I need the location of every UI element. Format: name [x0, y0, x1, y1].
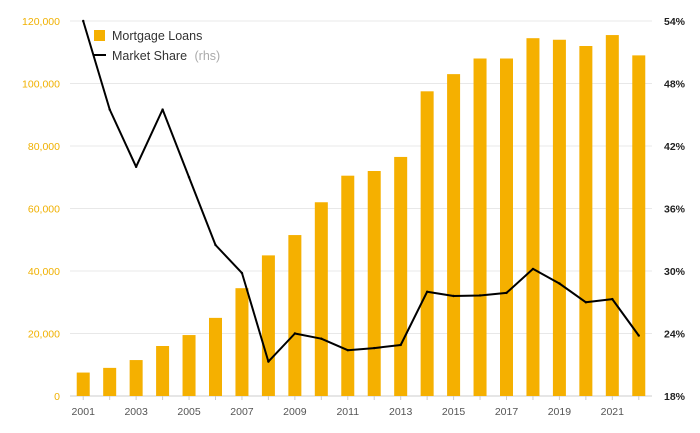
x-tick-label: 2021	[601, 406, 625, 418]
legend-label-mortgage-loans: Mortgage Loans	[112, 29, 202, 43]
x-tick-label: 2009	[283, 406, 307, 418]
bar	[103, 367, 117, 396]
line-point	[82, 19, 85, 23]
bar	[447, 74, 461, 396]
line-point	[267, 360, 270, 363]
y-left-tick-label: 80,000	[28, 141, 60, 153]
line-point	[293, 332, 297, 335]
bar	[182, 335, 196, 396]
bar	[552, 39, 566, 396]
bar	[261, 255, 275, 396]
line-point	[452, 294, 455, 298]
y-left-tick-label: 20,000	[28, 329, 60, 341]
x-axis: 2001 2003 2005 2007 2009 2011 2013 2015 2017 2019…	[72, 396, 640, 418]
market-share-line	[82, 20, 640, 363]
legend-label-market-share: Market Share	[112, 49, 187, 63]
right-axis: 18% 24% 30% 36% 42% 48% 54%	[664, 16, 686, 403]
bar	[605, 35, 619, 396]
bar	[341, 175, 355, 396]
line-point	[505, 291, 508, 295]
x-tick-label: 2015	[442, 406, 466, 418]
y-left-tick-label: 100,000	[22, 79, 60, 91]
line-point	[373, 346, 376, 350]
bar	[209, 317, 222, 396]
line-point	[161, 108, 164, 111]
bar-series-mortgage-loans	[76, 35, 646, 396]
line-point	[478, 294, 482, 297]
line-point	[320, 337, 323, 340]
bar	[288, 235, 302, 396]
x-tick-label: 2005	[177, 406, 201, 418]
left-axis: 0 20,000 40,000 60,000 80,000 100,000 120,000	[22, 16, 60, 403]
y-right-tick-label: 30%	[664, 266, 686, 278]
y-right-tick-label: 54%	[664, 16, 686, 28]
line-point	[399, 343, 402, 347]
x-tick-label: 2017	[495, 406, 519, 418]
bar	[579, 46, 593, 396]
bar	[526, 38, 540, 396]
line-series-market-share	[82, 19, 640, 363]
x-tick-label: 2013	[389, 406, 413, 418]
bar	[367, 171, 381, 396]
x-tick-label: 2011	[336, 406, 359, 418]
x-tick-label: 2003	[124, 406, 148, 418]
x-tick-label: 2007	[230, 406, 254, 418]
y-left-tick-label: 0	[54, 391, 60, 403]
x-tick-label: 2019	[548, 406, 572, 418]
bar	[156, 346, 170, 396]
line-point	[134, 165, 138, 169]
line-point	[108, 108, 111, 111]
line-point	[637, 334, 640, 337]
line-point	[531, 267, 535, 271]
x-tick-label: 2001	[72, 406, 96, 418]
y-left-tick-label: 40,000	[28, 266, 60, 278]
legend-swatch-mortgage-loans	[94, 30, 105, 41]
legend: Mortgage Loans Market Share (rhs)	[94, 29, 220, 63]
line-point	[240, 271, 244, 275]
bar	[420, 91, 434, 396]
gridlines	[70, 20, 652, 397]
line-point	[584, 301, 588, 304]
y-right-tick-label: 48%	[664, 79, 686, 91]
y-left-tick-label: 60,000	[28, 204, 60, 216]
bar	[235, 288, 249, 396]
y-left-tick-label: 120,000	[22, 16, 60, 28]
bar	[500, 58, 513, 396]
bar	[473, 58, 487, 396]
line-point	[214, 243, 217, 247]
bar	[314, 202, 328, 396]
line-point	[611, 297, 614, 301]
y-right-tick-label: 24%	[664, 329, 686, 341]
y-right-tick-label: 36%	[664, 204, 686, 216]
bar	[394, 156, 408, 396]
line-point	[346, 348, 349, 352]
line-point	[558, 282, 561, 285]
svg-text:Market Share (rhs): Market Share (rhs)	[112, 49, 220, 63]
line-point	[187, 176, 191, 179]
y-right-tick-label: 18%	[664, 391, 686, 403]
legend-label-rhs-note: (rhs)	[195, 49, 221, 63]
y-right-tick-label: 42%	[664, 141, 686, 153]
bar	[76, 372, 90, 396]
line-point	[425, 290, 429, 294]
bar	[129, 360, 143, 396]
bar	[632, 55, 646, 396]
